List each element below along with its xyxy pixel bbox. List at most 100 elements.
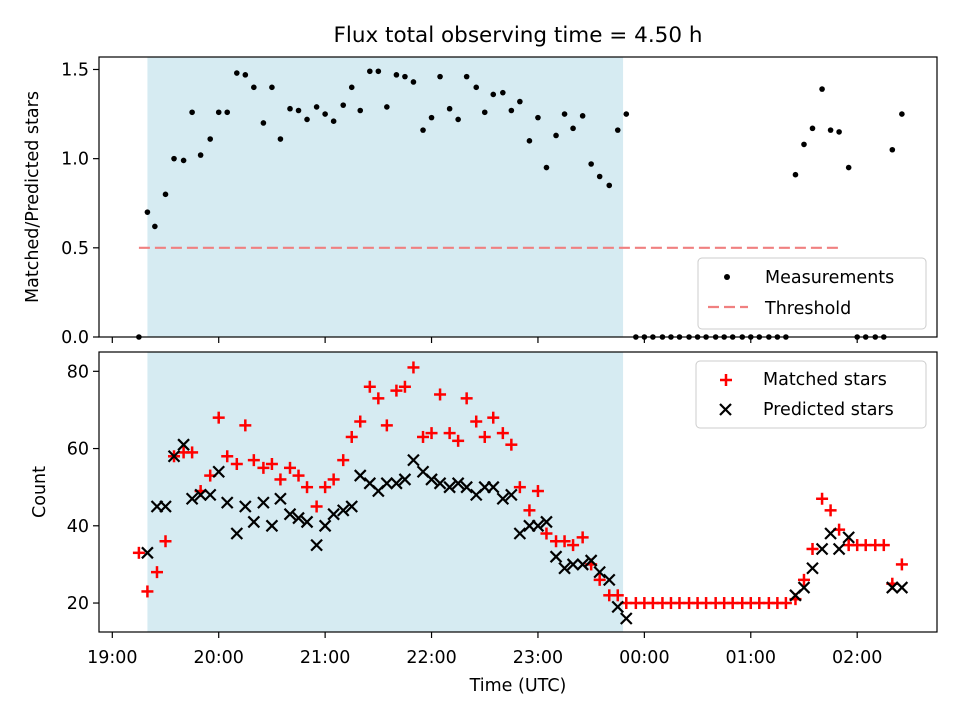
top-y-tick-label: 1.5 (61, 60, 89, 80)
predicted-star-point-b (593, 565, 606, 579)
predicted-star-point (380, 477, 394, 490)
matched-star-point (265, 458, 278, 470)
matched-star-point (274, 473, 287, 486)
predicted-star-point (300, 515, 314, 529)
predicted-star-point-b (247, 515, 261, 529)
matched-star-point (247, 454, 260, 467)
predicted-star-point (895, 581, 909, 594)
predicted-star-point (611, 600, 625, 614)
predicted-star-point-b (558, 561, 571, 575)
predicted-star-point (584, 554, 598, 567)
predicted-star-point-b (167, 449, 181, 463)
matched-star-point (407, 361, 420, 374)
matched-star-point (452, 434, 465, 447)
x-axis-label: Time (UTC) (469, 676, 567, 696)
bottom-observing-window (147, 352, 624, 632)
predicted-star-point-b (486, 480, 500, 494)
matched-star-point (230, 458, 243, 470)
predicted-star-point-b (318, 519, 332, 533)
predicted-star-point-b (443, 480, 456, 494)
predicted-star-point (460, 480, 473, 494)
predicted-star-point (407, 453, 420, 467)
legend-measurements-label: Measurements (765, 268, 894, 288)
matched-star-point (806, 542, 819, 555)
predicted-star-point-b (185, 492, 199, 506)
predicted-star-point-b (380, 477, 394, 490)
bottom-y-tick-label: 40 (67, 517, 89, 537)
measurement-point (623, 111, 630, 117)
predicted-star-point-b (513, 527, 527, 540)
matched-star-point (390, 384, 403, 397)
measurement-point (295, 107, 302, 114)
matched-star-point (284, 461, 297, 474)
predicted-star-point (806, 561, 819, 575)
bottom-legend: Matched stars Predicted stars (695, 360, 927, 429)
top-y-ticks: 0.0 0.5 1.0 1.5 (61, 60, 99, 348)
matched-star-point (531, 485, 544, 498)
x-tick-label: 23:00 (513, 648, 563, 668)
measurement-point (197, 152, 204, 158)
matched-star-point (150, 566, 163, 579)
measurement-point (553, 132, 559, 139)
predicted-star-point-b (345, 500, 359, 513)
matched-star-point (212, 411, 225, 424)
predicted-star-point-b (353, 469, 367, 482)
matched-star-point (398, 380, 411, 393)
predicted-star-point (247, 515, 261, 529)
x-tick-label: 02:00 (832, 648, 882, 668)
predicted-star-point (220, 496, 234, 509)
measurement-point (463, 73, 470, 80)
matched-star-point (797, 573, 810, 586)
predicted-star-point-b (584, 554, 598, 567)
matched-star-point (372, 392, 385, 405)
matched-star-point (460, 392, 473, 405)
measurement-point (162, 191, 169, 198)
predicted-star-point-b (576, 558, 589, 571)
measurement-point (588, 161, 594, 167)
matched-star-point (540, 527, 553, 540)
top-axes-frame (98, 56, 938, 338)
measurement-point (561, 111, 568, 117)
predicted-star-point-b (283, 507, 297, 521)
predicted-star-point-b (842, 531, 855, 544)
measurement-point (899, 111, 905, 117)
measurement-point (579, 113, 586, 119)
measurement-point (251, 84, 257, 91)
legend-matched-marker (720, 374, 732, 386)
predicted-star-point-b (292, 511, 305, 525)
legend-predicted-label: Predicted stars (763, 400, 894, 420)
measurement-point (375, 68, 382, 75)
predicted-star-point (842, 531, 855, 544)
predicted-star-point-b (398, 473, 412, 486)
measurement-point (402, 73, 408, 80)
measurement-point (207, 136, 214, 142)
x-tick-label: 21:00 (300, 648, 350, 668)
predicted-star-point-b (194, 488, 207, 502)
matched-star-point (301, 481, 314, 494)
bottom-legend-box (695, 360, 927, 429)
predicted-star-point-b (390, 477, 403, 490)
predicted-star-point-b (496, 492, 510, 506)
matched-star-point (496, 427, 509, 440)
matched-star-point (523, 504, 536, 517)
predicted-star-point (292, 511, 305, 525)
matched-star-point (487, 411, 500, 424)
measurement-point (410, 79, 417, 85)
matched-star-point (417, 430, 430, 443)
predicted-star-point-b (425, 473, 438, 486)
predicted-star-point (203, 488, 217, 502)
measurement-point (348, 84, 355, 91)
chart-title: Flux total observing time = 4.50 h (334, 23, 703, 48)
predicted-star-point (815, 542, 829, 556)
predicted-star-point (336, 504, 350, 517)
matched-star-point (221, 450, 234, 463)
measurement-point (234, 70, 240, 76)
predicted-star-point-b (433, 477, 447, 490)
x-tick-label: 20:00 (193, 648, 243, 668)
predicted-star-point-b (141, 546, 154, 560)
predicted-star-point-b (327, 507, 340, 521)
measurement-point (535, 114, 541, 121)
predicted-star-point (327, 507, 340, 521)
measurement-point (260, 120, 267, 126)
predicted-star-point-b (212, 465, 225, 479)
